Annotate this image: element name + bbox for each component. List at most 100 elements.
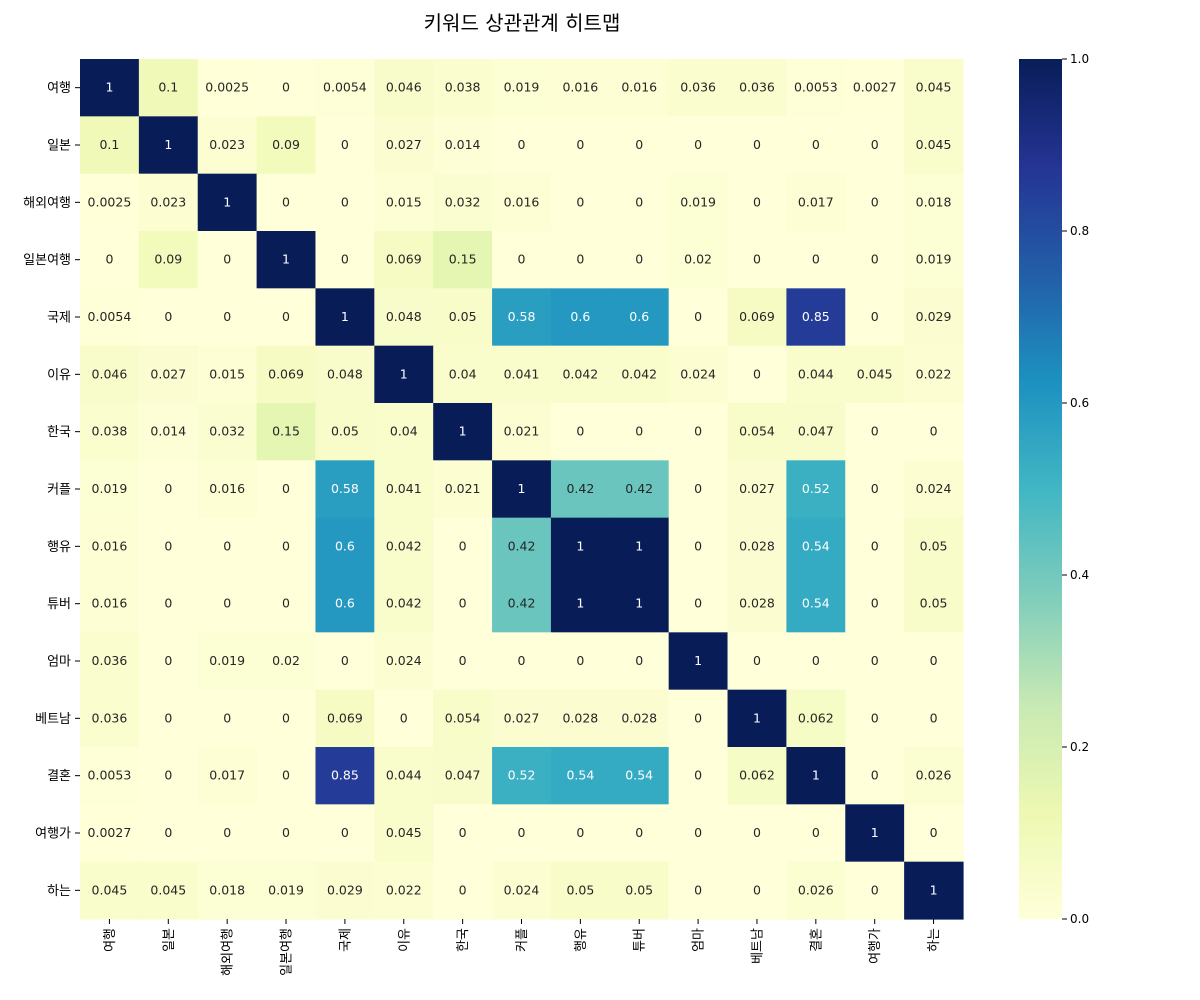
heatmap-cell — [668, 460, 729, 519]
y-tick-label: 이유 — [47, 368, 71, 383]
heatmap-cell — [138, 747, 199, 805]
heatmap-cell — [609, 345, 670, 404]
colorbar-tick-label: 0.6 — [1070, 396, 1089, 410]
heatmap-cell — [668, 747, 729, 805]
cell-value-label: 0 — [753, 252, 761, 267]
heatmap-cell — [904, 59, 964, 117]
cell-value-label: 0.041 — [504, 366, 540, 381]
heatmap-cell — [668, 517, 729, 576]
heatmap-cell — [492, 59, 552, 117]
cell-value-label: 0 — [164, 710, 172, 725]
heatmap-cell — [550, 59, 611, 117]
heatmap-cell — [609, 861, 670, 920]
cell-value-label: 0 — [694, 710, 702, 725]
cell-value-label: 0 — [753, 366, 761, 381]
heatmap-cell — [315, 403, 375, 461]
cell-value-label: 0 — [400, 710, 408, 725]
heatmap-cell — [845, 575, 905, 633]
cell-value-label: 0.016 — [209, 481, 245, 496]
cell-value-label: 0.028 — [562, 710, 598, 725]
cell-value-label: 0 — [635, 653, 643, 668]
heatmap-cell — [80, 632, 140, 691]
heatmap-cell — [315, 116, 375, 175]
heatmap-cell — [80, 345, 140, 404]
cell-value-label: 0 — [282, 825, 290, 840]
cell-value-label: 0.05 — [331, 424, 359, 439]
heatmap-cell — [904, 460, 964, 519]
cell-value-label: 1 — [164, 137, 172, 152]
cell-value-label: 0.046 — [386, 80, 422, 95]
cell-value-label: 0 — [694, 424, 702, 439]
heatmap-cell — [433, 59, 493, 117]
cell-value-label: 0 — [164, 538, 172, 553]
heatmap-cell — [786, 59, 846, 117]
cell-value-label: 0.016 — [92, 596, 128, 611]
heatmap-cell — [845, 460, 905, 519]
heatmap-cell — [786, 231, 846, 289]
heatmap-cell — [609, 689, 670, 748]
cell-value-label: 0 — [871, 252, 879, 267]
cell-value-label: 0 — [871, 424, 879, 439]
cell-value-label: 0.04 — [449, 366, 477, 381]
cell-value-label: 1 — [930, 882, 938, 897]
cell-value-label: 0 — [753, 137, 761, 152]
cell-value-label: 0.022 — [916, 366, 952, 381]
cell-value-label: 0.048 — [386, 309, 422, 324]
cell-value-label: 0.036 — [92, 710, 128, 725]
heatmap-cell — [845, 59, 905, 117]
heatmap-cell — [668, 116, 729, 175]
heatmap-cell — [80, 575, 140, 633]
heatmap-cell — [786, 517, 846, 576]
cell-value-label: 0.85 — [331, 768, 359, 783]
cell-value-label: 0 — [459, 825, 467, 840]
cell-value-label: 0.019 — [680, 194, 716, 209]
cell-value-label: 0.023 — [209, 137, 245, 152]
heatmap-cell — [668, 403, 729, 461]
cell-value-label: 0.018 — [916, 194, 952, 209]
cell-value-label: 0.0053 — [88, 768, 132, 783]
cell-value-label: 0.0054 — [323, 80, 367, 95]
heatmap-cell — [492, 460, 552, 519]
heatmap-cell — [668, 689, 729, 748]
colorbar-tick-label: 1.0 — [1070, 52, 1089, 66]
heatmap-cell — [727, 747, 787, 805]
heatmap-cell — [80, 747, 140, 805]
heatmap-cell — [845, 231, 905, 289]
heatmap-cell — [138, 460, 199, 519]
heatmap-cell — [845, 632, 905, 691]
colorbar-gradient — [1019, 59, 1062, 919]
cell-value-label: 0 — [694, 596, 702, 611]
heatmap-cell — [433, 173, 493, 232]
heatmap-cell — [845, 689, 905, 748]
heatmap-cell — [492, 116, 552, 175]
cell-value-label: 0.04 — [390, 424, 418, 439]
cell-value-label: 0.0025 — [88, 194, 132, 209]
cell-value-label: 0.58 — [331, 481, 359, 496]
heatmap-cell — [197, 116, 258, 175]
cell-value-label: 0.044 — [386, 768, 422, 783]
heatmap-cell — [492, 345, 552, 404]
cell-value-label: 0.0054 — [88, 309, 132, 324]
heatmap-cell — [433, 747, 493, 805]
cell-value-label: 0.024 — [680, 366, 716, 381]
cell-value-label: 0.015 — [209, 366, 245, 381]
cell-value-label: 0.02 — [272, 653, 300, 668]
heatmap-cell — [315, 517, 375, 576]
heatmap-cell — [727, 575, 787, 633]
cell-value-label: 0 — [871, 882, 879, 897]
heatmap-cell — [197, 59, 258, 117]
heatmap-cell — [786, 804, 846, 863]
heatmap-cell — [433, 231, 493, 289]
cell-value-label: 0.046 — [92, 366, 128, 381]
cell-value-label: 0.52 — [508, 768, 536, 783]
heatmap-cell — [197, 173, 258, 232]
cell-value-label: 0 — [341, 194, 349, 209]
cell-value-label: 0.024 — [916, 481, 952, 496]
heatmap-cell — [138, 345, 199, 404]
cell-value-label: 0.045 — [386, 825, 422, 840]
heatmap-cell — [904, 804, 964, 863]
heatmap-cell — [138, 59, 199, 117]
y-tick-label: 행유 — [47, 539, 71, 555]
cell-value-label: 0.026 — [798, 882, 834, 897]
heatmap-cell — [845, 116, 905, 175]
